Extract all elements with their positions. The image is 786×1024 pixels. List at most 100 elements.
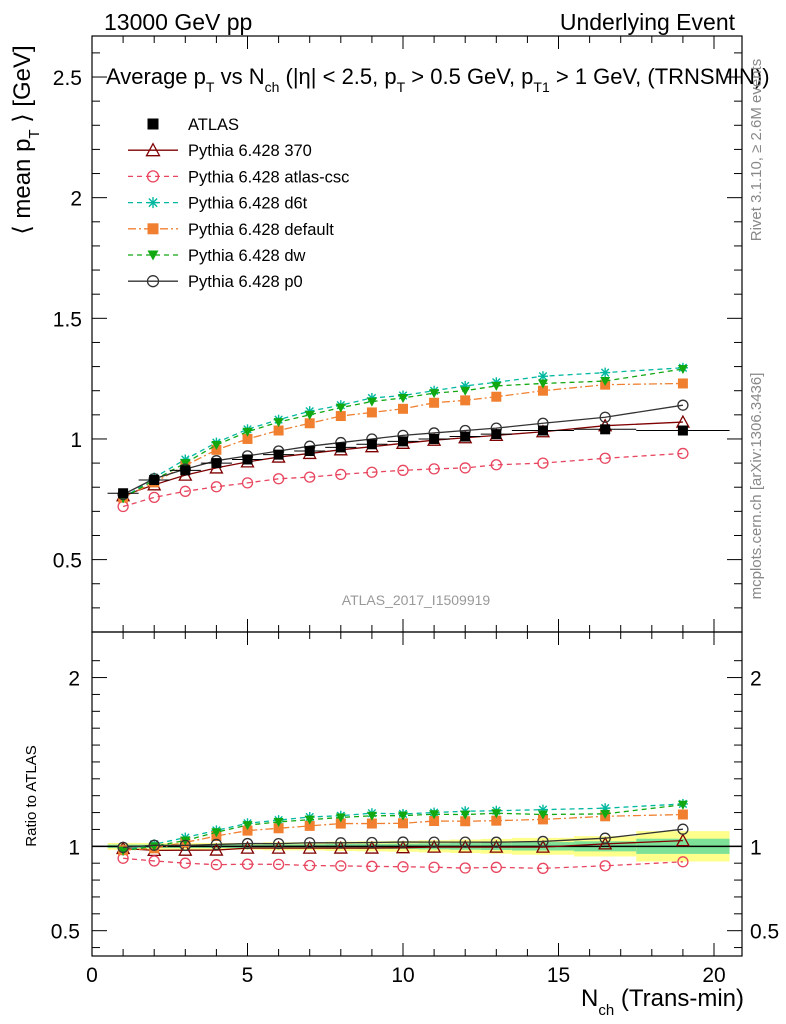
series-point bbox=[460, 386, 471, 396]
ratio-series-point bbox=[490, 861, 502, 873]
legend-label: Pythia 6.428 370 bbox=[188, 142, 312, 160]
series-point bbox=[242, 427, 253, 437]
legend-marker bbox=[147, 118, 159, 130]
data-point bbox=[180, 465, 191, 476]
ratio-series-point bbox=[335, 860, 347, 872]
series-point bbox=[398, 403, 409, 414]
x-tick-label: 5 bbox=[242, 964, 254, 987]
x-tick-label: 20 bbox=[702, 964, 725, 987]
data-point bbox=[118, 488, 129, 499]
legend-marker bbox=[147, 250, 159, 261]
legend-entry: Pythia 6.428 atlas-csc bbox=[128, 168, 349, 186]
ratio-series-point bbox=[459, 836, 471, 848]
axes: 0 5 10 15 20 0.5 1 1.5 2 2.5 0.5 0.5 1 1 2 2 bbox=[51, 36, 779, 987]
ratio-series-point bbox=[677, 856, 689, 868]
series-point bbox=[179, 485, 191, 497]
series-point bbox=[304, 418, 315, 429]
ratio-series-point bbox=[148, 839, 160, 851]
ratio-series-point bbox=[149, 842, 160, 852]
series-point bbox=[398, 393, 409, 403]
ratio-series-point bbox=[599, 832, 611, 844]
legend-label: Pythia 6.428 p0 bbox=[188, 273, 303, 291]
legend-marker bbox=[145, 142, 161, 157]
series-line bbox=[122, 404, 684, 496]
data-point bbox=[398, 436, 409, 447]
ratio-series-point bbox=[304, 837, 316, 849]
series-point bbox=[272, 473, 285, 485]
x-tick-label: 0 bbox=[86, 964, 98, 987]
ratio-series-point bbox=[398, 811, 409, 821]
ratio-series-point bbox=[599, 860, 611, 872]
series-point bbox=[366, 466, 378, 478]
x-axis-label: Nch (Trans-min) bbox=[581, 985, 744, 1019]
ratio-y-tick-label: 1 bbox=[68, 836, 80, 859]
ratio-series-point bbox=[366, 836, 378, 849]
ratio-series-point bbox=[179, 857, 191, 869]
ratio-series-point bbox=[429, 816, 440, 826]
series-point bbox=[366, 407, 377, 418]
series-point bbox=[304, 410, 315, 420]
ratio-y-axis-label: Ratio to ATLAS bbox=[23, 745, 40, 846]
series-point bbox=[242, 433, 253, 444]
header-right-label: Underlying Event bbox=[560, 9, 736, 35]
ratio-series-point bbox=[210, 838, 223, 851]
series-line bbox=[122, 367, 683, 499]
legend-label: Pythia 6.428 d6t bbox=[188, 195, 308, 213]
legend-entry: Pythia 6.428 370 bbox=[128, 142, 312, 160]
ratio-series-point bbox=[460, 810, 471, 820]
ratio-series-line bbox=[123, 813, 683, 851]
ratio-y-tick-label-right: 2 bbox=[750, 668, 762, 691]
legend-marker bbox=[147, 197, 159, 209]
ratio-series-point bbox=[335, 837, 347, 849]
data-point bbox=[242, 454, 253, 465]
legend-entry: Pythia 6.428 dw bbox=[128, 247, 305, 265]
data-point bbox=[273, 449, 284, 460]
ratio-series-point bbox=[364, 840, 379, 854]
series-point bbox=[335, 403, 346, 413]
legend-marker bbox=[146, 170, 160, 183]
ratio-series-point bbox=[273, 817, 284, 827]
ratio-series-point bbox=[535, 839, 551, 853]
legend-marker bbox=[147, 223, 159, 235]
y-tick-label: 1.5 bbox=[53, 308, 82, 331]
header-left-label: 13000 GeV pp bbox=[104, 9, 252, 35]
legend-label: Pythia 6.428 default bbox=[188, 221, 334, 239]
data-point bbox=[366, 439, 377, 450]
plot-title: Average pT vs Nch (|η| < 2.5, pT > 0.5 G… bbox=[106, 64, 770, 95]
series-point bbox=[335, 411, 346, 422]
y-axis-label: ⟨ mean pT ⟩ [GeV] bbox=[9, 45, 43, 234]
series-point bbox=[537, 385, 548, 396]
data-point bbox=[460, 431, 471, 442]
ratio-series-point bbox=[148, 855, 160, 867]
ratio-series-point bbox=[428, 836, 440, 848]
ratio-plot-frame bbox=[91, 631, 743, 957]
ratio-series-point bbox=[598, 836, 613, 850]
ratio-series-point bbox=[366, 811, 377, 821]
series-point bbox=[600, 377, 611, 387]
ratio-y-tick-label-right: 0.5 bbox=[750, 921, 779, 944]
series-point bbox=[537, 457, 549, 469]
legend-label: Pythia 6.428 atlas-csc bbox=[188, 168, 349, 186]
ratio-series-point bbox=[302, 840, 317, 854]
ratio-series-point bbox=[429, 810, 440, 820]
data-point bbox=[537, 425, 548, 436]
ratio-series-point bbox=[460, 816, 471, 827]
legend-label: ATLAS bbox=[188, 116, 239, 134]
y-tick-label: 0.5 bbox=[53, 550, 82, 573]
series-point bbox=[148, 491, 160, 504]
ratio-y-tick-label-right: 1 bbox=[750, 836, 762, 859]
ratio-series-point bbox=[537, 862, 549, 874]
ratio-series-point bbox=[459, 862, 471, 874]
ratio-series-point bbox=[241, 837, 254, 850]
data-point bbox=[600, 424, 611, 435]
series-point bbox=[537, 379, 548, 389]
analysis-watermark: ATLAS_2017_I1509919 bbox=[342, 592, 491, 608]
series-point bbox=[491, 381, 502, 391]
series-point bbox=[397, 464, 409, 476]
series-point bbox=[273, 418, 284, 428]
ratio-series-point bbox=[304, 820, 315, 831]
ratio-series-point bbox=[242, 825, 253, 836]
mcplots-label: mcplots.cern.ch [arXiv:1306.3436] bbox=[748, 373, 765, 600]
ratio-series-point bbox=[677, 823, 689, 835]
ratio-series-point bbox=[366, 818, 377, 829]
